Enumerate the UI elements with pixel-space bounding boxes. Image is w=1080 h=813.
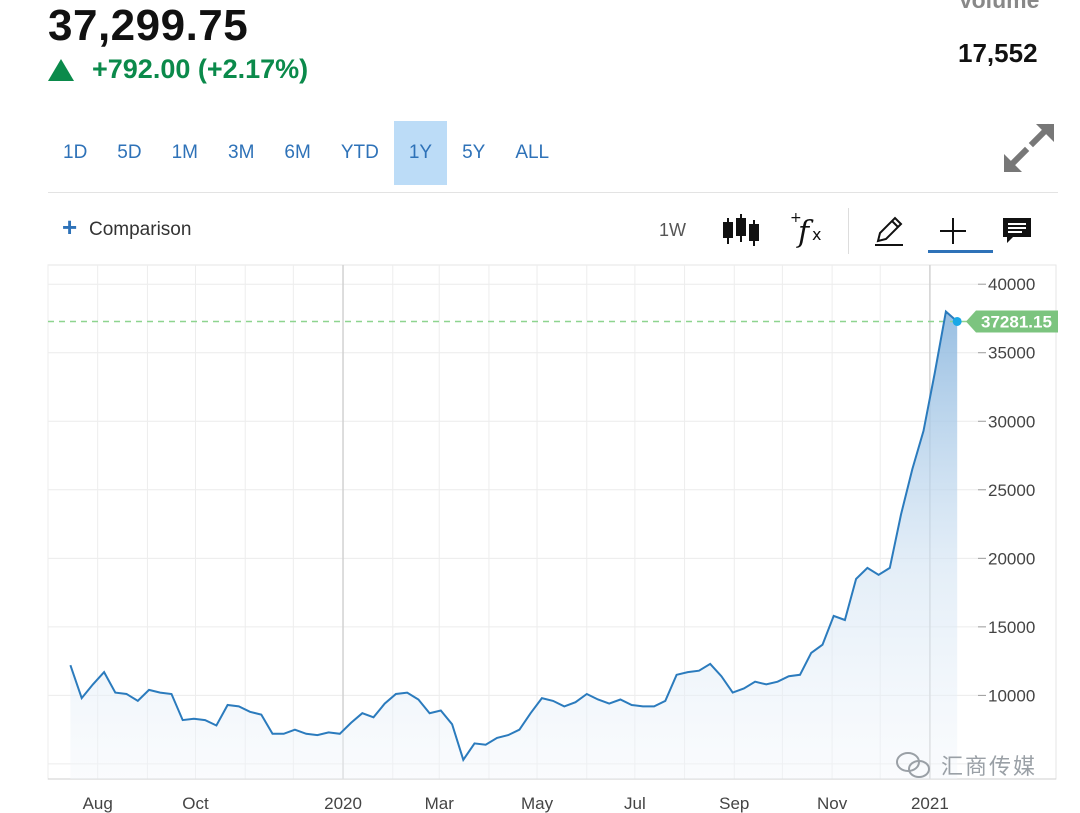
y-tick-label: 20000	[988, 549, 1035, 568]
range-button-ytd[interactable]: YTD	[340, 142, 379, 163]
candlestick-icon[interactable]	[722, 212, 760, 248]
crosshair-icon[interactable]	[938, 216, 968, 246]
y-tick-label: 30000	[988, 412, 1035, 431]
time-range-selector: 1D 5D 1M 3M 6M YTD 1Y 5Y ALL	[48, 121, 564, 185]
x-tick-label: Jul	[624, 794, 646, 813]
range-button-1d[interactable]: 1D	[63, 142, 88, 163]
x-tick-label: Sep	[719, 794, 749, 813]
toolbar-divider	[48, 192, 1058, 193]
last-price-label: 37281.15	[981, 312, 1052, 331]
y-tick-label: 25000	[988, 481, 1035, 500]
x-tick-label: Aug	[83, 794, 113, 813]
watermark-text: 汇商传媒	[941, 754, 1038, 779]
range-button-3m[interactable]: 3M	[228, 142, 255, 163]
wechat-icon	[896, 752, 930, 778]
x-tick-label: May	[521, 794, 554, 813]
toolbar-separator	[848, 208, 849, 254]
x-tick-label: Oct	[182, 794, 209, 813]
range-button-5d[interactable]: 5D	[117, 142, 142, 163]
range-button-1y[interactable]: 1Y	[393, 121, 448, 185]
y-tick-label: 10000	[988, 686, 1035, 705]
y-tick-label: 40000	[988, 275, 1035, 294]
function-icon[interactable]: + f x	[788, 208, 828, 248]
price-chart[interactable]: 10000 15000 20000 25000 30000 35000 40000 Aug O…	[0, 263, 1080, 813]
current-price: 37,299.75	[48, 1, 249, 50]
interval-selector[interactable]: 1W	[659, 220, 686, 240]
expand-icon[interactable]	[1000, 122, 1058, 174]
price-area	[70, 311, 958, 779]
pencil-icon[interactable]	[872, 214, 906, 248]
plus-icon[interactable]: +	[62, 212, 78, 242]
range-button-5y[interactable]: 5Y	[462, 142, 486, 163]
price-change-text: +792.00 (+2.17%)	[92, 54, 309, 84]
volume-label: Volume	[958, 0, 1040, 13]
watermark: 汇商传媒	[895, 749, 1037, 781]
volume-value: 17,552	[958, 38, 1038, 68]
x-tick-label: 2020	[324, 794, 362, 813]
price-change: +792.00 (+2.17%)	[48, 54, 308, 85]
x-tick-label: Mar	[425, 794, 455, 813]
last-price-dot	[952, 316, 962, 326]
price-line	[69, 309, 958, 763]
comment-icon[interactable]	[1001, 215, 1033, 245]
range-button-1m[interactable]: 1M	[171, 142, 198, 163]
up-arrow-icon	[48, 58, 74, 81]
x-tick-label: Nov	[817, 794, 848, 813]
y-tick-label: 35000	[988, 344, 1035, 363]
x-tick-label: 2021	[911, 794, 949, 813]
y-tick-label: 15000	[988, 618, 1035, 637]
active-tool-indicator	[928, 250, 993, 253]
range-button-6m[interactable]: 6M	[284, 142, 311, 163]
last-price-tag: 37281.15	[966, 310, 1058, 333]
svg-text:+: +	[790, 210, 802, 226]
range-button-all[interactable]: ALL	[515, 142, 550, 163]
comparison-button[interactable]: Comparison	[89, 219, 192, 240]
svg-text:x: x	[812, 225, 821, 244]
